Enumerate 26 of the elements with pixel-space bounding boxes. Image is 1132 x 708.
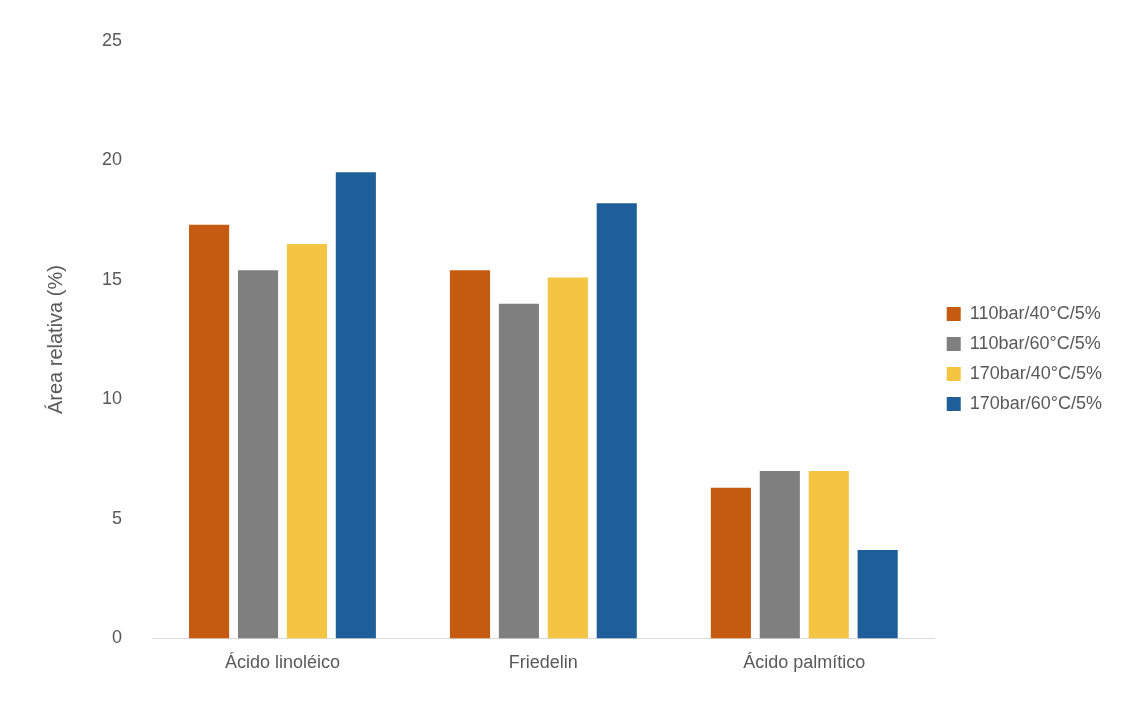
x-tick-label: Friedelin bbox=[508, 652, 578, 673]
legend-label: 170bar/40°C/5% bbox=[969, 362, 1103, 383]
y-tick-label: 5 bbox=[112, 507, 123, 528]
legend-label: 170bar/60°C/5% bbox=[969, 392, 1103, 413]
y-tick-label: 15 bbox=[101, 268, 123, 289]
bar bbox=[808, 471, 849, 639]
bar bbox=[547, 277, 588, 639]
y-tick-label: 0 bbox=[112, 627, 123, 648]
bar bbox=[286, 243, 327, 639]
x-tick-label: Ácido palmítico bbox=[743, 652, 866, 673]
bar bbox=[335, 172, 376, 639]
bar bbox=[449, 270, 491, 639]
bar bbox=[710, 487, 751, 639]
y-tick-label: 10 bbox=[101, 388, 123, 409]
legend-label: 110bar/40°C/5% bbox=[969, 302, 1101, 323]
bar bbox=[237, 270, 279, 639]
bar bbox=[498, 303, 539, 639]
bar bbox=[596, 203, 637, 639]
x-tick-label: Ácido linoléico bbox=[224, 652, 341, 673]
bar bbox=[857, 549, 898, 639]
bar bbox=[189, 224, 230, 639]
y-axis-title: Área relativa (%) bbox=[43, 265, 66, 415]
y-tick-label: 20 bbox=[101, 149, 123, 170]
y-tick-label: 25 bbox=[101, 29, 123, 50]
legend-label: 110bar/60°C/5% bbox=[969, 332, 1101, 353]
bar bbox=[759, 471, 800, 639]
